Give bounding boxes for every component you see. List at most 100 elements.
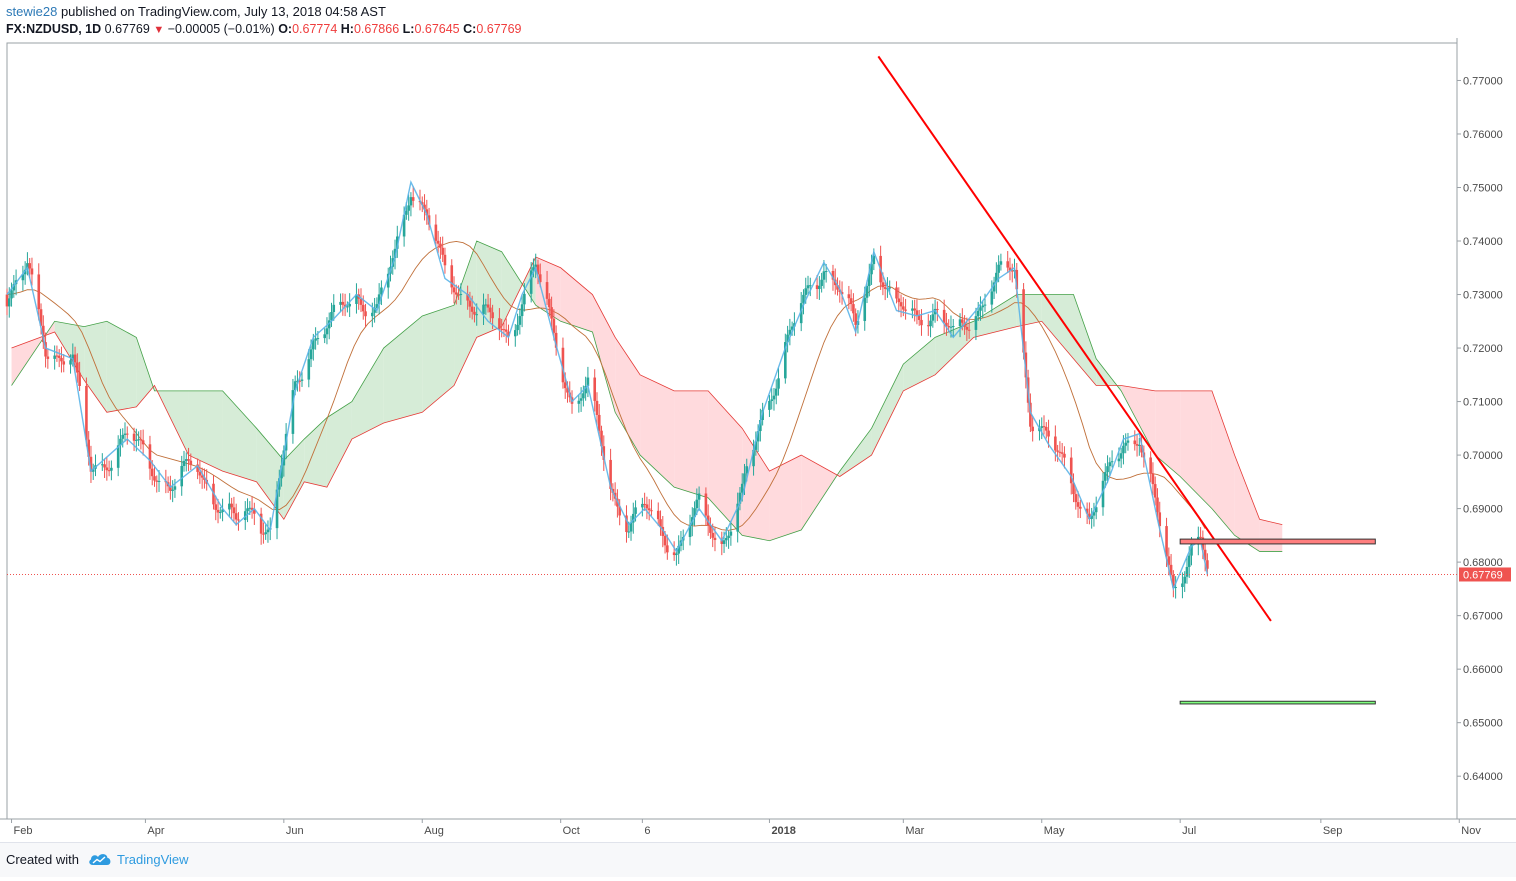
candle-body xyxy=(899,302,903,307)
x-tick-label: Oct xyxy=(563,825,580,837)
x-tick-label: 6 xyxy=(644,825,650,837)
candle-body xyxy=(482,304,485,315)
kumo-segment xyxy=(801,455,840,531)
candle-body xyxy=(486,304,490,308)
high-value: 0.67866 xyxy=(353,22,400,36)
y-tick-label: 0.70000 xyxy=(1463,450,1503,462)
candle-body xyxy=(770,399,774,402)
candle-body xyxy=(500,328,503,330)
candle-body xyxy=(804,288,808,295)
candle-body xyxy=(915,310,919,315)
candle-body xyxy=(1151,473,1155,485)
candle-body xyxy=(85,385,88,440)
candle-body xyxy=(55,355,59,357)
kumo-segment xyxy=(1180,390,1212,509)
candle-body xyxy=(264,532,267,535)
candle-body xyxy=(618,506,621,516)
candle-body xyxy=(961,319,964,323)
candle-body xyxy=(182,460,186,466)
candle-body xyxy=(554,332,558,348)
tradingview-brand-link[interactable]: TradingView xyxy=(117,852,189,867)
candle-body xyxy=(595,400,599,415)
candle-body xyxy=(200,475,204,478)
x-tick-label: 2018 xyxy=(771,825,795,837)
candle-body xyxy=(157,480,161,482)
candle-body xyxy=(262,533,265,535)
candle-body xyxy=(423,204,426,210)
candle-body xyxy=(793,323,796,327)
x-tick-label: Apr xyxy=(147,825,164,837)
candle-body xyxy=(1076,502,1080,507)
candle-body xyxy=(1006,261,1010,268)
x-tick-label: Mar xyxy=(905,825,924,837)
candle-body xyxy=(314,338,317,341)
candle-body xyxy=(411,197,415,201)
candle-body xyxy=(1119,453,1123,459)
candle-body xyxy=(402,214,406,237)
candle-body xyxy=(550,307,553,319)
candle-body xyxy=(1010,270,1014,272)
candle-body xyxy=(738,492,742,504)
candle-body xyxy=(597,414,601,431)
candle-body xyxy=(675,553,678,556)
candle-body xyxy=(187,459,190,461)
candle-body xyxy=(790,326,794,330)
candle-body xyxy=(913,308,916,311)
candle-body xyxy=(339,301,342,305)
candle-body xyxy=(1158,512,1162,527)
tradingview-cloud-icon[interactable] xyxy=(88,852,112,871)
kumo-segment xyxy=(422,305,455,413)
candle-body xyxy=(1149,457,1152,474)
candle-body xyxy=(745,466,749,474)
candle-body xyxy=(434,224,438,241)
candle-body xyxy=(137,439,140,441)
candle-body xyxy=(995,272,998,283)
candle-body xyxy=(184,459,188,461)
candle-body xyxy=(659,519,662,527)
candle-body xyxy=(1085,508,1089,514)
candle-body xyxy=(1169,564,1173,575)
candle-body xyxy=(1040,426,1044,428)
kumo-segment xyxy=(383,315,423,423)
candle-body xyxy=(110,467,113,471)
candle-body xyxy=(736,503,739,532)
candle-body xyxy=(1206,560,1209,569)
x-tick-label: Jun xyxy=(286,825,304,837)
candle-body xyxy=(949,326,953,328)
author-link[interactable]: stewie28 xyxy=(6,4,58,19)
candle-body xyxy=(28,263,31,269)
candle-body xyxy=(1126,440,1130,443)
candle-body xyxy=(602,446,606,460)
candle-body xyxy=(634,507,637,514)
candle-body xyxy=(484,304,488,306)
kumo-segment xyxy=(283,439,305,520)
candle-body xyxy=(1133,440,1137,445)
y-tick-label: 0.65000 xyxy=(1463,718,1503,730)
candle-body xyxy=(840,292,844,295)
close-value: 0.67769 xyxy=(476,22,522,36)
candle-body xyxy=(997,264,1000,273)
candle-body xyxy=(552,318,556,333)
y-tick-label: 0.76000 xyxy=(1463,129,1503,141)
candle-body xyxy=(1174,587,1177,589)
candle-body xyxy=(656,510,660,520)
last-price-badge xyxy=(1459,567,1511,582)
candle-body xyxy=(377,294,381,305)
candle-body xyxy=(105,467,109,471)
candle-body xyxy=(725,538,728,541)
candle-body xyxy=(945,322,948,327)
candle-body xyxy=(46,356,50,359)
kumo-segment xyxy=(769,455,802,541)
candle-body xyxy=(169,486,172,491)
kumo-segment xyxy=(304,417,327,488)
candle-body xyxy=(1015,269,1019,290)
candle-body xyxy=(214,504,218,510)
candle-body xyxy=(979,307,982,311)
candle-body xyxy=(436,240,440,244)
candle-body xyxy=(902,306,905,310)
kumo-segment xyxy=(839,428,872,477)
kumo-segment xyxy=(136,337,155,407)
kumo-segment xyxy=(501,251,536,327)
